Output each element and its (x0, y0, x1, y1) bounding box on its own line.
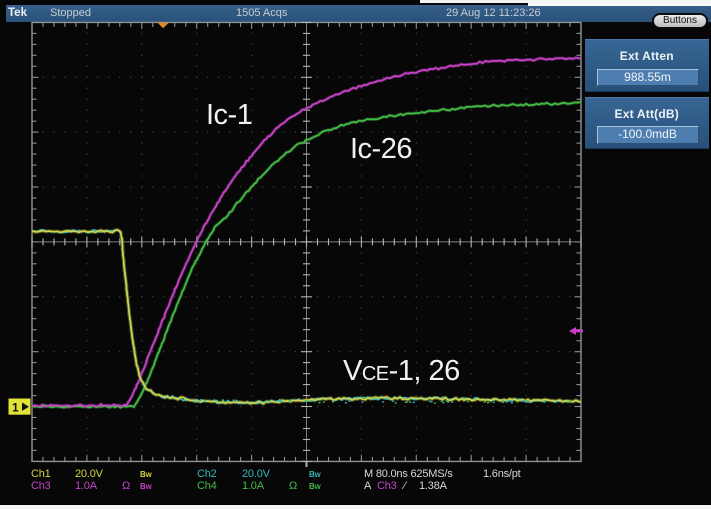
svg-text:1: 1 (12, 401, 19, 415)
